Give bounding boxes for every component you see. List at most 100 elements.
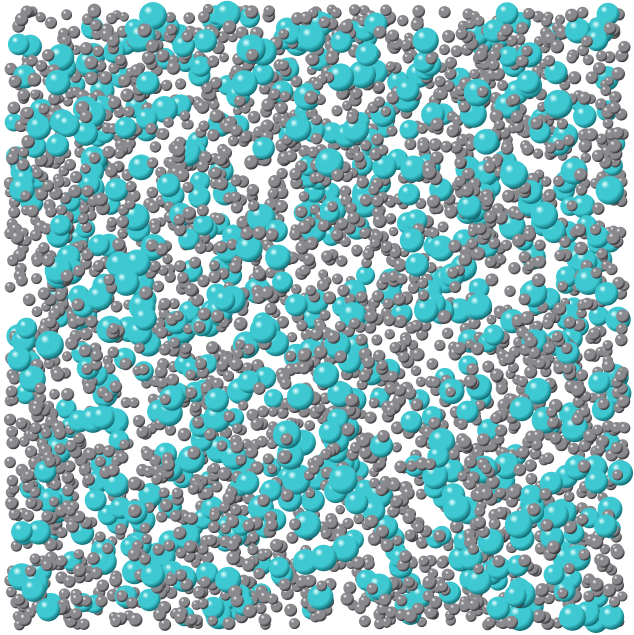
small-atom	[297, 220, 312, 234]
small-atom	[165, 573, 178, 587]
small-atom	[102, 391, 114, 403]
small-atom	[7, 254, 19, 267]
small-atom	[226, 538, 240, 552]
small-atom	[618, 40, 631, 54]
small-atom	[484, 616, 496, 629]
small-atom	[299, 11, 313, 25]
small-atom	[220, 523, 232, 535]
small-atom	[313, 345, 328, 360]
small-atom	[610, 441, 623, 455]
large-atom	[483, 324, 505, 346]
small-atom	[151, 473, 163, 485]
small-atom	[373, 25, 387, 39]
small-atom	[492, 554, 506, 568]
small-atom	[553, 139, 566, 151]
small-atom	[510, 110, 524, 124]
small-atom	[380, 4, 392, 17]
small-atom	[507, 485, 522, 500]
large-atom	[307, 584, 334, 611]
small-atom	[184, 282, 199, 297]
small-atom	[531, 429, 545, 443]
small-atom	[110, 616, 122, 628]
large-atom	[36, 597, 61, 622]
small-atom	[615, 333, 628, 347]
small-atom	[458, 100, 471, 113]
small-atom	[10, 230, 24, 245]
small-atom	[230, 201, 243, 214]
small-atom	[267, 593, 279, 605]
small-atom	[73, 549, 85, 560]
small-atom	[454, 175, 467, 188]
small-atom	[109, 380, 123, 394]
small-atom	[154, 365, 168, 379]
small-atom	[169, 510, 182, 522]
small-atom	[299, 264, 311, 277]
small-atom	[380, 538, 394, 552]
small-atom	[53, 426, 67, 440]
small-atom	[211, 481, 223, 493]
small-atom	[88, 152, 101, 164]
small-atom	[145, 239, 159, 252]
small-atom	[418, 555, 430, 567]
small-atom	[474, 48, 488, 62]
small-atom	[216, 440, 228, 452]
small-atom	[158, 618, 172, 631]
small-atom	[564, 8, 579, 23]
small-atom	[552, 331, 564, 343]
small-atom	[474, 505, 486, 517]
small-atom	[289, 518, 301, 531]
small-atom	[429, 376, 441, 389]
small-atom	[214, 240, 228, 254]
small-atom	[437, 309, 452, 324]
small-atom	[572, 223, 587, 237]
small-atom	[485, 475, 500, 490]
small-atom	[12, 593, 26, 606]
small-atom	[403, 609, 418, 624]
small-atom	[234, 339, 246, 350]
small-atom	[6, 425, 19, 438]
large-atom	[457, 194, 482, 220]
small-atom	[491, 67, 505, 81]
small-atom	[425, 52, 438, 65]
small-atom	[353, 513, 365, 525]
small-atom	[209, 462, 221, 475]
small-atom	[344, 293, 356, 305]
large-atom	[192, 214, 214, 236]
small-atom	[54, 504, 68, 518]
small-atom	[508, 93, 521, 106]
small-atom	[563, 520, 578, 535]
small-atom	[183, 323, 194, 335]
small-atom	[38, 242, 50, 254]
small-atom	[550, 39, 565, 54]
small-atom	[364, 411, 377, 424]
small-atom	[243, 343, 256, 356]
small-atom	[40, 427, 52, 439]
small-atom	[516, 446, 530, 459]
small-atom	[344, 202, 357, 215]
small-atom	[153, 607, 167, 622]
small-atom	[614, 369, 628, 382]
small-atom	[391, 535, 403, 546]
small-atom	[239, 130, 252, 144]
large-atom	[585, 28, 609, 52]
small-atom	[48, 496, 60, 508]
small-atom	[26, 204, 40, 218]
small-atom	[37, 287, 51, 300]
small-atom	[6, 152, 19, 165]
small-atom	[448, 239, 462, 253]
small-atom	[72, 264, 86, 278]
small-atom	[182, 206, 196, 220]
large-atom	[570, 193, 596, 219]
small-atom	[260, 119, 274, 133]
small-atom	[147, 200, 160, 214]
small-atom	[465, 610, 477, 622]
small-atom	[41, 559, 53, 572]
small-atom	[126, 596, 139, 609]
small-atom	[368, 397, 380, 409]
small-atom	[172, 310, 184, 322]
small-atom	[211, 377, 224, 390]
small-atom	[449, 280, 462, 294]
small-atom	[359, 194, 373, 207]
small-atom	[174, 569, 187, 582]
